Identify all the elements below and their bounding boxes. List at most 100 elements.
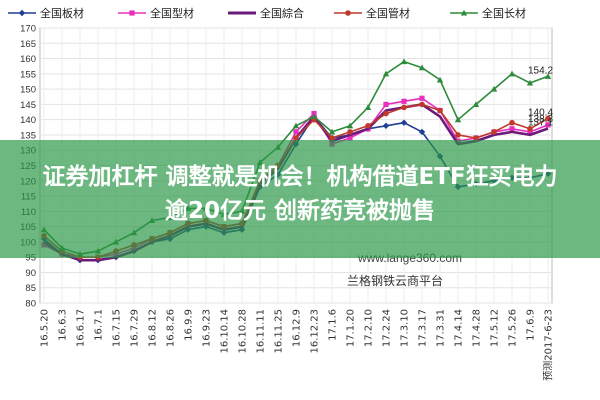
headline: 证券加杠杆 调整就是机会！机构借道ETF狂买电力 逾20亿元 创新药竞被抛售	[0, 160, 600, 228]
legend-label: 全国管材	[366, 6, 410, 20]
legend: 全国板材 全国型材 全国綜合 全国管材 全国长材	[8, 6, 526, 20]
x-tick-label: 17.3.10	[400, 309, 411, 347]
data-point	[545, 122, 551, 128]
data-point	[419, 101, 425, 108]
legend-label: 全国綜合	[260, 6, 304, 20]
data-point	[436, 76, 444, 83]
x-tick-label: 16.11.25	[274, 309, 285, 354]
x-tick-label: 16.6.3	[58, 309, 69, 341]
data-point	[293, 135, 299, 141]
legend-label: 全国板材	[40, 6, 84, 20]
y-tick-label: 145	[20, 100, 36, 111]
x-tick-label: 预测2017-6-23	[542, 309, 555, 381]
x-tick-label: 16.12.9	[292, 309, 303, 347]
data-point	[329, 135, 335, 141]
data-point	[508, 70, 516, 77]
x-tick-label: 16.10.28	[238, 309, 249, 354]
x-tick-label: 16.10.14	[220, 309, 231, 354]
x-tick-label: 16.9.9	[184, 309, 195, 341]
data-point	[347, 129, 353, 135]
data-point	[400, 119, 408, 126]
data-point	[455, 132, 461, 138]
headline-banner	[0, 140, 600, 258]
data-point	[473, 135, 479, 141]
x-tick-label: 17.5.26	[508, 309, 519, 347]
x-tick-label: 17.3.31	[436, 309, 447, 347]
data-point	[454, 116, 462, 123]
x-tick-label: 16.8.12	[148, 309, 159, 347]
x-tick-label: 17.2.10	[364, 309, 375, 347]
data-point	[526, 79, 534, 86]
data-point	[383, 110, 389, 117]
x-tick-label: 17.4.14	[454, 309, 465, 347]
end-value-label: 138.3	[528, 114, 553, 125]
data-point	[419, 95, 425, 101]
data-point	[347, 135, 353, 141]
data-point	[437, 107, 443, 114]
x-axis-ticks: 16.5.20 16.6.3 16.6.17 16.7.1 16.7.15 16.7.29…	[40, 309, 555, 381]
data-point	[491, 129, 497, 135]
data-point	[509, 119, 515, 126]
data-point	[527, 126, 533, 132]
x-tick-label: 16.7.29	[130, 309, 141, 347]
x-tick-label: 16.5.20	[40, 309, 51, 347]
legend-label: 全国长材	[482, 6, 526, 20]
x-tick-label: 17.2.24	[382, 309, 393, 347]
data-point	[544, 73, 552, 79]
data-point	[401, 104, 407, 111]
y-tick-label: 85	[25, 283, 36, 294]
data-point	[382, 122, 390, 129]
data-point	[365, 122, 371, 129]
y-tick-label: 165	[20, 39, 36, 50]
legend-marker	[18, 9, 26, 17]
x-tick-label: 17.5.12	[490, 309, 501, 347]
x-tick-label: 16.12.23	[310, 309, 321, 354]
y-tick-label: 170	[20, 24, 36, 35]
end-value-label: 137.1	[528, 118, 553, 129]
data-point	[418, 128, 426, 136]
data-point	[401, 98, 407, 104]
data-point	[346, 122, 354, 129]
x-tick-label: 16.9.23	[202, 309, 213, 347]
x-tick-label: 16.7.15	[112, 309, 123, 347]
data-point	[418, 64, 426, 71]
legend-marker	[460, 9, 468, 16]
data-point	[382, 70, 390, 77]
data-point	[472, 101, 480, 107]
x-tick-label: 16.11.11	[256, 309, 267, 354]
x-tick-label: 17.6.9	[526, 309, 537, 341]
y-tick-label: 135	[20, 130, 36, 141]
data-point	[509, 126, 515, 132]
y-tick-label: 80	[25, 299, 36, 310]
data-point	[293, 129, 299, 135]
data-point	[545, 115, 551, 122]
data-point	[328, 128, 336, 135]
watermark-source: 兰格钢铁云商平台	[347, 273, 443, 288]
x-tick-label: 17.3.17	[418, 309, 429, 347]
x-tick-label: 17.1.6	[328, 309, 339, 341]
y-tick-label: 150	[20, 85, 36, 96]
x-tick-label: 16.8.26	[166, 309, 177, 347]
data-point	[292, 122, 300, 129]
x-tick-label: 16.7.1	[94, 309, 105, 341]
end-value-label: 140.4	[528, 107, 553, 118]
legend-label: 全国型材	[150, 6, 194, 20]
legend-marker	[129, 10, 135, 16]
x-tick-label: 17.4.28	[472, 309, 483, 347]
x-tick-label: 16.6.17	[76, 309, 87, 347]
data-point	[400, 58, 408, 65]
x-tick-label: 17.1.20	[346, 309, 357, 347]
data-point	[527, 129, 533, 135]
legend-marker	[345, 10, 351, 16]
y-tick-label: 95	[25, 253, 36, 264]
data-point	[364, 104, 372, 111]
y-tick-label: 90	[25, 268, 36, 279]
headline-line-2: 逾20亿元 创新药竞被抛售	[164, 198, 435, 224]
y-tick-label: 160	[20, 54, 36, 65]
y-tick-label: 155	[20, 69, 36, 80]
end-value-label: 154.2	[528, 65, 553, 76]
data-point	[490, 85, 498, 92]
data-point	[310, 113, 318, 120]
